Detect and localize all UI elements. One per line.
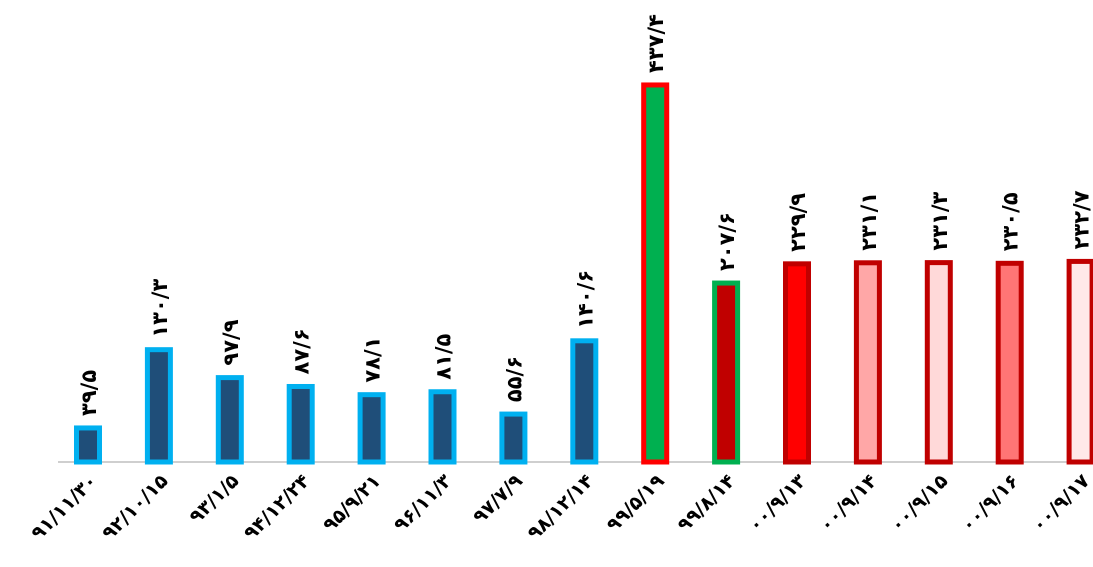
bar-value-label: ۱۳۰/۳ [148,279,172,338]
value-labels-group: ۳۹/۵ ۱۳۰/۳ ۹۷/۹ ۸۷/۶ ۷۸/۱ ۸۱/۵ ۵۵/۶ ۱۴۰/۶ ۴۳۷/۴ ۲… [77,14,1093,416]
bar [783,261,811,465]
bar [712,280,741,465]
bar [286,383,315,465]
bar-value-label: ۲۲۹/۹ [786,193,810,252]
bar-value-label: ۳۹/۵ [77,370,101,416]
category-label: ۹۳/۱/۵ [185,470,243,528]
bar [357,392,386,465]
category-label: ۹۸/۱۲/۱۴ [523,470,598,545]
category-label: ۰۰/۹/۱۳ [744,470,811,537]
bar [428,389,457,465]
bar-value-label: ۹۷/۹ [219,319,243,365]
category-label: ۹۶/۱۱/۳ [390,470,457,537]
category-label: ۹۷/۷/۹ [469,470,527,528]
bars-group [74,82,1093,465]
category-label: ۰۰/۹/۱۷ [1028,470,1093,537]
bar [144,347,173,465]
bar-value-label: ۲۳۱/۱ [857,192,881,251]
bar-value-label: ۸۱/۵ [432,333,456,379]
bar-value-label: ۵۵/۶ [502,356,526,402]
bar [641,82,670,465]
category-label: ۰۰/۹/۱۴ [815,470,881,536]
bar [215,375,244,465]
bar [853,260,882,465]
category-label: ۹۵/۹/۲۱ [319,470,385,536]
bar-value-label: ۸۷/۶ [290,328,314,374]
category-label: ۰۰/۹/۱۶ [957,470,1023,536]
category-label: ۰۰/۹/۱۵ [886,470,953,537]
bar-value-label: ۲۳۰/۵ [999,192,1023,251]
bar [570,338,599,465]
bar-value-label: ۴۳۷/۴ [644,14,668,73]
bar [995,260,1024,465]
bar-value-label: ۲۰۷/۶ [715,212,739,271]
category-label: ۹۲/۱۰/۱۵ [98,470,173,545]
bar-value-label: ۲۳۲/۷ [1070,190,1093,249]
bar [924,260,953,465]
bar-value-label: ۱۴۰/۶ [573,270,597,329]
category-label: ۹۹/۵/۱۹ [602,470,669,537]
bar-value-label: ۷۸/۱ [361,337,385,383]
category-label: ۹۴/۱۲/۲۴ [240,470,315,545]
category-label: ۹۹/۸/۱۴ [673,470,739,536]
bar [499,411,528,465]
bar-value-label: ۲۳۱/۳ [928,191,952,250]
category-label: ۹۱/۱۱/۳۰ [27,470,102,545]
bar [1066,258,1093,465]
bar [74,425,102,465]
